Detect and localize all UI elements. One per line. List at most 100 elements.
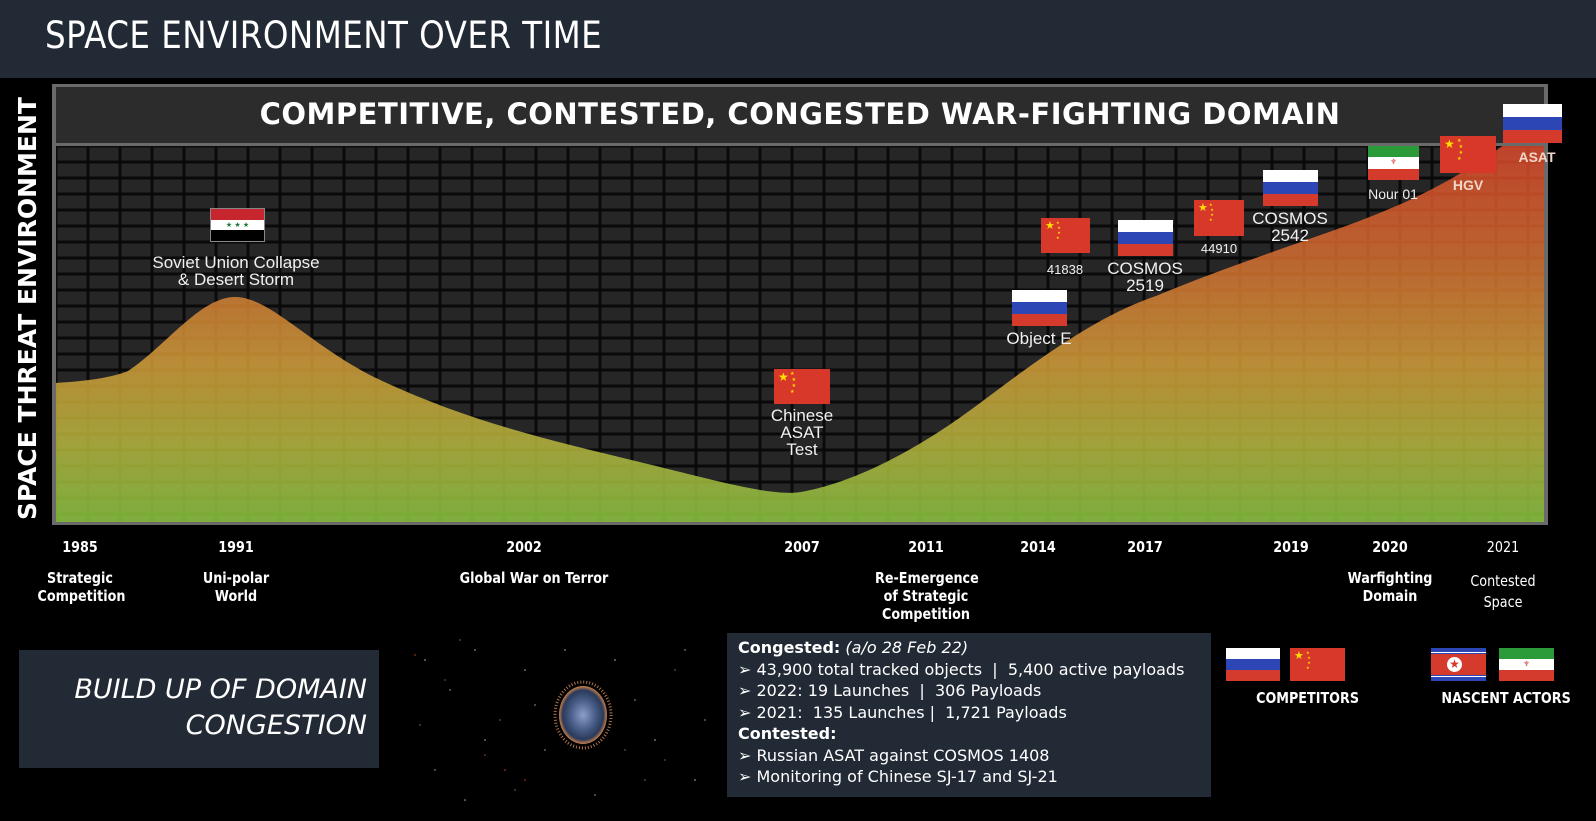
- event-label-nour-01: Nour 01: [1353, 187, 1433, 201]
- era-line: Re-Emergence: [875, 569, 979, 587]
- year-2014: 2014: [1020, 538, 1056, 556]
- era-line: Strategic: [47, 569, 113, 587]
- event-line: Test: [786, 440, 818, 459]
- event-label-44910: 44910: [1179, 242, 1259, 255]
- event-line: Chinese: [770, 406, 834, 425]
- era-strategic-competition: Strategic Competition: [37, 569, 126, 605]
- iran-flag-icon: ♆: [1499, 648, 1554, 681]
- china-flag-icon: ★ ★ ★ ★ ★: [1290, 648, 1345, 681]
- band-title-text: COMPETITIVE, CONTESTED, CONGESTED WAR-FI…: [259, 97, 1341, 131]
- era-line: Competition: [37, 587, 126, 605]
- iraq-flag-icon: ★ ★ ★: [210, 208, 265, 242]
- era-line: Domain: [1362, 587, 1418, 605]
- era-line: Competition: [882, 605, 970, 623]
- year-2020: 2020: [1372, 538, 1408, 556]
- era-line: World: [214, 587, 258, 605]
- china-flag-icon: ★ ★ ★ ★ ★: [1041, 218, 1090, 253]
- russia-flag-icon: [1012, 290, 1067, 326]
- congested-heading: Congested:: [738, 638, 841, 657]
- bullet-arrow-icon: ➢: [738, 745, 752, 765]
- era-unipolar-world: Uni-polar World: [194, 569, 279, 605]
- event-line: ASAT: [780, 423, 824, 442]
- era-line: Uni-polar: [202, 569, 270, 587]
- page-header: SPACE ENVIRONMENT OVER TIME: [0, 0, 1596, 78]
- event-line: Nour 01: [1368, 186, 1418, 202]
- event-line: HGV: [1452, 177, 1484, 193]
- era-global-war-on-terror: Global War on Terror: [458, 569, 611, 587]
- build-up-panel: BUILD UP OF DOMAIN CONGESTION: [19, 650, 379, 768]
- event-line: Soviet Union Collapse: [152, 253, 320, 272]
- iran-flag-icon: ♆: [1368, 146, 1419, 180]
- event-label-asat: ASAT: [1497, 150, 1577, 164]
- event-label-hgv: HGV: [1428, 178, 1508, 192]
- year-1991: 1991: [218, 538, 254, 556]
- era-line: Contested: [1470, 572, 1536, 590]
- year-2021: 2021: [1486, 538, 1520, 556]
- year-2007: 2007: [784, 538, 820, 556]
- contested-item: ➢ Russian ASAT against COSMOS 1408: [738, 745, 1211, 767]
- chart-band-title: COMPETITIVE, CONTESTED, CONGESTED WAR-FI…: [56, 87, 1544, 143]
- congested-item: ➢ 2021: 135 Launches | 1,721 Payloads: [738, 702, 1211, 724]
- space-debris-image: [405, 630, 720, 815]
- page-title: SPACE ENVIRONMENT OVER TIME: [45, 14, 603, 57]
- russia-flag-icon: [1263, 170, 1318, 206]
- event-line: COSMOS: [1252, 209, 1328, 228]
- year-1985: 1985: [62, 538, 98, 556]
- contested-item-text: Russian ASAT against COSMOS 1408: [756, 745, 1050, 765]
- era-contested-space: Contested Space: [1461, 571, 1546, 613]
- year-2019: 2019: [1273, 538, 1309, 556]
- era-line: of Strategic: [883, 587, 969, 605]
- era-re-emergence: Re-Emergence of Strategic Competition: [875, 569, 979, 623]
- bullet-arrow-icon: ➢: [738, 702, 752, 722]
- legend-nascent-actors: NASCENT ACTORS: [1441, 689, 1571, 707]
- build-up-line: CONGESTION: [185, 710, 367, 741]
- area-grid-overlay: [56, 146, 1544, 522]
- north-korea-flag-icon: ★: [1431, 648, 1486, 681]
- event-line: & Desert Storm: [177, 270, 295, 289]
- event-line: 2519: [1126, 276, 1164, 295]
- china-flag-icon: ★ ★ ★ ★ ★: [1194, 200, 1244, 236]
- era-line: Global War on Terror: [459, 569, 609, 587]
- event-label-cosmos-2519: COSMOS 2519: [1095, 260, 1195, 294]
- bullet-arrow-icon: ➢: [738, 659, 752, 679]
- y-axis-label: SPACE THREAT ENVIRONMENT: [13, 97, 42, 520]
- event-line: COSMOS: [1107, 259, 1183, 278]
- contested-item: ➢ Monitoring of Chinese SJ-17 and SJ-21: [738, 766, 1211, 788]
- event-line: 44910: [1200, 241, 1238, 256]
- status-info-box: Congested: (a/o 28 Feb 22) ➢ 43,900 tota…: [727, 633, 1211, 797]
- era-warfighting-domain: Warfighting Domain: [1348, 569, 1433, 605]
- build-up-line: BUILD UP OF DOMAIN: [74, 674, 367, 705]
- legend-competitors: COMPETITORS: [1256, 689, 1359, 707]
- russia-flag-icon: [1118, 220, 1173, 256]
- bullet-arrow-icon: ➢: [738, 767, 752, 786]
- russia-flag-icon: [1226, 648, 1280, 681]
- event-label-41838: 41838: [1025, 263, 1105, 276]
- era-line: Warfighting: [1347, 569, 1433, 587]
- event-line: ASAT: [1518, 149, 1556, 165]
- threat-area-chart: [56, 146, 1544, 522]
- contested-heading: Contested:: [738, 724, 837, 743]
- contested-item-text: Monitoring of Chinese SJ-17 and SJ-21: [756, 767, 1058, 786]
- event-line: 41838: [1046, 262, 1084, 277]
- year-2017: 2017: [1127, 538, 1163, 556]
- congested-item-text: 43,900 total tracked objects | 5,400 act…: [756, 659, 1185, 679]
- congested-item-text: 2021: 135 Launches | 1,721 Payloads: [756, 702, 1067, 722]
- congested-note: (a/o 28 Feb 22): [845, 638, 969, 657]
- congested-item-text: 2022: 19 Launches | 306 Payloads: [756, 681, 1042, 700]
- congested-heading-row: Congested: (a/o 28 Feb 22): [738, 637, 1211, 659]
- event-label-1991: Soviet Union Collapse & Desert Storm: [136, 254, 336, 288]
- event-label-object-e: Object E: [989, 330, 1089, 347]
- event-line: 2542: [1271, 226, 1309, 245]
- event-label-2007: Chinese ASAT Test: [752, 407, 852, 458]
- year-2011: 2011: [908, 538, 944, 556]
- event-label-cosmos-2542: COSMOS 2542: [1240, 210, 1340, 244]
- earth-debris-illustration: [414, 639, 706, 801]
- congested-item: ➢ 43,900 total tracked objects | 5,400 a…: [738, 659, 1211, 681]
- bullet-arrow-icon: ➢: [738, 681, 752, 700]
- china-flag-icon: ★ ★ ★ ★ ★: [1440, 136, 1496, 173]
- congested-item: ➢ 2022: 19 Launches | 306 Payloads: [738, 680, 1211, 702]
- event-line: Object E: [1006, 329, 1072, 348]
- build-up-title: BUILD UP OF DOMAIN CONGESTION: [74, 672, 367, 744]
- china-flag-icon: ★ ★ ★ ★ ★: [774, 369, 830, 404]
- era-line: Space: [1483, 593, 1523, 611]
